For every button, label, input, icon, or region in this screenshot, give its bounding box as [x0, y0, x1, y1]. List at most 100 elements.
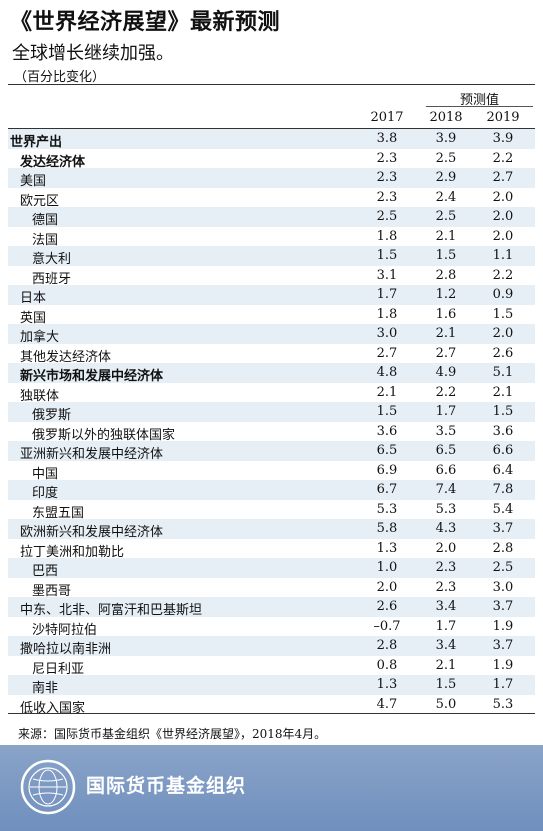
table-row: 南非 1.3 1.5 1.7 [8, 675, 535, 696]
year-header: 2018 [429, 110, 463, 125]
cell-value-2019: 1.9 [492, 657, 514, 673]
cell-value-2017: 2.3 [376, 170, 398, 185]
row-label: 英国 [20, 310, 47, 326]
cell-value-2017: 1.5 [376, 404, 398, 419]
row-label: 意大利 [32, 252, 72, 267]
cell-value-2017: 4.7 [376, 696, 398, 712]
row-label: 西班牙 [32, 271, 72, 287]
cell-value-2017: 3.6 [376, 423, 398, 439]
cell-value-2018: 5.3 [435, 501, 457, 517]
year-header: 2019 [486, 110, 520, 125]
cell-value-2018: 2.8 [435, 267, 457, 283]
cell-value-2018: 2.2 [435, 384, 457, 400]
source-note: 来源：国际货币基金组织《世界经济展望》，2018年4月。 [18, 727, 327, 741]
table-row: 墨西哥 2.0 2.3 3.0 [8, 578, 535, 599]
table-body: 世界产出 3.8 3.9 3.9 发达经济体 2.3 2.5 2.2 美国 2.3 2.9 2.7 欧元… [8, 129, 535, 716]
cell-value-2017: 1.3 [376, 677, 398, 692]
cell-value-2017: 2.0 [376, 579, 398, 595]
cell-value-2017: 1.7 [376, 287, 398, 302]
cell-value-2017: 2.1 [376, 384, 398, 400]
cell-value-2017: 1.3 [376, 540, 398, 556]
table-row: 欧元区 2.3 2.4 2.0 [8, 188, 535, 209]
cell-value-2019: 5.1 [492, 365, 514, 380]
row-label: 发达经济体 [20, 154, 86, 170]
table-row: 日本 1.7 1.2 0.9 [8, 285, 535, 306]
cell-value-2019: 2.0 [492, 228, 514, 244]
cell-value-2019: 2.2 [492, 150, 514, 166]
cell-value-2018: 1.7 [435, 404, 457, 419]
row-label: 美国 [20, 174, 47, 189]
table-row: 中国 6.9 6.6 6.4 [8, 461, 535, 482]
cell-value-2019: 3.6 [492, 423, 514, 439]
cell-value-2018: 2.1 [435, 657, 457, 673]
table-bottom-rule [8, 713, 535, 714]
cell-value-2019: 2.1 [492, 384, 514, 400]
table-row: 世界产出 3.8 3.9 3.9 [8, 129, 535, 150]
cell-value-2019: 1.9 [492, 618, 514, 634]
cell-value-2018: 2.4 [435, 189, 457, 205]
cell-value-2019: 3.7 [492, 599, 514, 614]
imf-seal-icon [20, 759, 76, 815]
unit-note: （百分比变化） [14, 70, 106, 85]
table-row: 美国 2.3 2.9 2.7 [8, 168, 535, 189]
cell-value-2019: 1.5 [492, 306, 514, 322]
row-label: 中东、北非、阿富汗和巴基斯坦 [20, 603, 203, 618]
cell-value-2018: 1.7 [435, 618, 457, 634]
forecast-table: 预测值 2017 2018 2019 世界产出 3.8 3.9 3.9 发达经济体 2.3… [8, 84, 535, 716]
table-row: 俄罗斯 1.5 1.7 1.5 [8, 402, 535, 423]
cell-value-2017: 3.8 [376, 131, 398, 146]
row-label: 世界产出 [10, 135, 63, 150]
table-row: 加拿大 3.0 2.1 2.0 [8, 324, 535, 345]
year-header-row: 2017 2018 2019 [8, 110, 535, 128]
table-row: 拉丁美洲和加勒比 1.3 2.0 2.8 [8, 539, 535, 560]
row-label: 南非 [32, 681, 59, 696]
table-row: 新兴市场和发展中经济体 4.8 4.9 5.1 [8, 363, 535, 384]
cell-value-2019: 2.5 [492, 560, 514, 575]
table-row: 中东、北非、阿富汗和巴基斯坦 2.6 3.4 3.7 [8, 597, 535, 618]
cell-value-2019: 3.7 [492, 521, 514, 536]
table-row: 东盟五国 5.3 5.3 5.4 [8, 500, 535, 521]
row-label: 墨西哥 [32, 583, 72, 599]
cell-value-2018: 2.0 [435, 540, 457, 556]
cell-value-2017: 3.0 [376, 326, 398, 341]
cell-value-2019: 2.2 [492, 267, 514, 283]
projections-header: 预测值 [459, 93, 499, 108]
table-row: 低收入国家 4.7 5.0 5.3 [8, 695, 535, 716]
cell-value-2017: 6.5 [376, 443, 398, 458]
cell-value-2018: 7.4 [435, 482, 457, 497]
cell-value-2018: 4.3 [435, 521, 457, 536]
page-subtitle: 全球增长继续加强。 [12, 43, 174, 64]
row-label: 沙特阿拉伯 [32, 622, 98, 638]
cell-value-2018: 5.0 [435, 696, 457, 712]
row-label: 法国 [32, 232, 59, 248]
table-row: 撒哈拉以南非洲 2.8 3.4 3.7 [8, 636, 535, 657]
cell-value-2019: 5.3 [492, 696, 514, 712]
cell-value-2017: 1.5 [376, 248, 398, 263]
row-label: 其他发达经济体 [20, 349, 112, 365]
row-label: 新兴市场和发展中经济体 [20, 369, 164, 384]
cell-value-2017: 5.3 [376, 501, 398, 517]
cell-value-2019: 7.8 [492, 482, 514, 497]
cell-value-2017: 2.5 [376, 209, 398, 224]
cell-value-2018: 6.6 [435, 462, 457, 478]
row-label: 巴西 [32, 564, 59, 579]
cell-value-2018: 3.5 [435, 423, 457, 439]
cell-value-2019: 1.7 [492, 677, 514, 692]
cell-value-2018: 2.9 [435, 170, 457, 185]
year-header: 2017 [370, 110, 404, 125]
table-row: 西班牙 3.1 2.8 2.2 [8, 266, 535, 287]
cell-value-2017: –0.7 [373, 618, 401, 634]
cell-value-2018: 2.3 [435, 560, 457, 575]
cell-value-2018: 2.3 [435, 579, 457, 595]
row-label: 独联体 [20, 388, 60, 404]
cell-value-2018: 3.4 [435, 638, 457, 653]
table-row: 俄罗斯以外的独联体国家 3.6 3.5 3.6 [8, 422, 535, 443]
cell-value-2019: 6.6 [492, 443, 514, 458]
cell-value-2017: 2.7 [376, 345, 398, 361]
footer-org-name: 国际货币基金组织 [86, 775, 247, 797]
cell-value-2018: 1.6 [435, 306, 457, 322]
cell-value-2017: 1.0 [376, 560, 398, 575]
row-label: 亚洲新兴和发展中经济体 [20, 447, 164, 462]
table-row: 欧洲新兴和发展中经济体 5.8 4.3 3.7 [8, 519, 535, 540]
cell-value-2018: 4.9 [435, 365, 457, 380]
